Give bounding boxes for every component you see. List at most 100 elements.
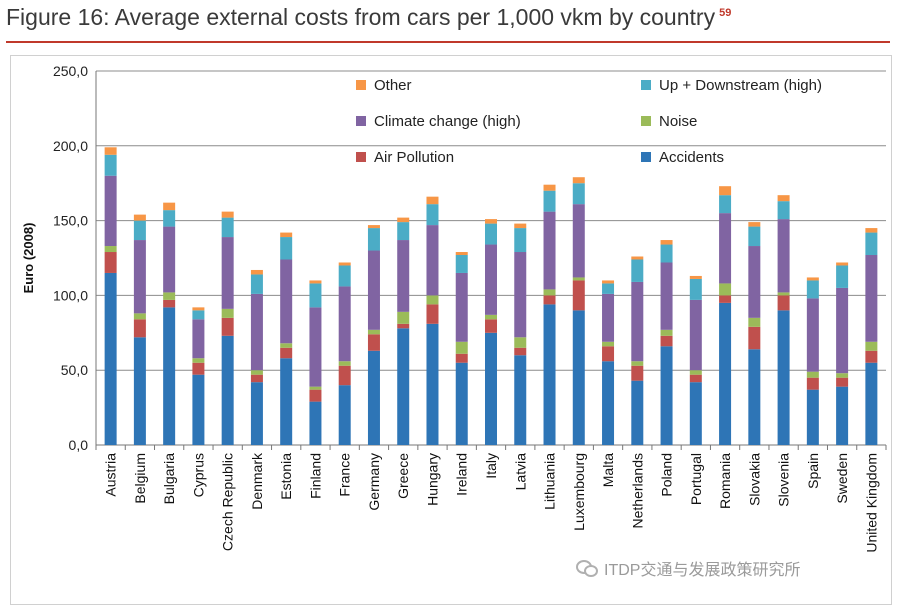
bar-segment [485,244,497,315]
bar-segment [455,272,468,342]
bar-segment [865,362,878,445]
bar-segment [689,382,702,445]
bar-segment [719,302,732,445]
bar-segment [221,237,234,309]
bar-segment [514,347,527,356]
legend-swatch [356,116,366,126]
x-tick-label: Slovakia [746,453,762,506]
y-tick-label: 150,0 [53,213,88,229]
x-tick-label: Ireland [454,453,470,496]
bar-segment [602,283,615,294]
bar-segment [660,346,673,445]
legend-swatch [356,80,366,90]
bar-segment [250,374,263,383]
bar-segment [221,217,234,238]
bar-segment [660,262,673,330]
bar-segment [777,310,790,445]
bar-segment [836,287,849,374]
bar-segment [309,283,322,308]
bar-segment [572,280,585,311]
bar-segment [133,214,146,221]
bar-segment [163,299,176,308]
bar-segment [280,358,293,445]
bar-segment [104,246,117,253]
bar-segment [748,226,761,247]
bar-segment [514,252,527,338]
bar-segment [485,332,497,445]
bar-segment [397,222,410,241]
bar-segment [631,259,644,282]
x-tick-label: Belgium [132,453,148,504]
x-tick-label: Austria [103,453,119,497]
bar-segment [104,175,117,247]
bar-segment [367,225,380,229]
bar-segment [719,195,732,214]
bar-segment [806,277,819,281]
bar-segment [689,299,702,371]
bar-segment [485,223,497,245]
bar-segment [192,358,205,363]
bar-segment [397,217,410,223]
bar-segment [806,371,819,378]
bar-segment [250,370,263,375]
bar-segment [397,240,410,312]
x-tick-label: Denmark [249,452,265,510]
bar-segment [133,337,146,445]
bar-segment [543,211,556,290]
figure-title: Figure 16: Average external costs from c… [6,4,732,30]
bar-segment [865,232,878,256]
bar-segment [280,259,293,344]
bar-segment [397,311,410,324]
y-axis-label: Euro (2008) [21,223,36,294]
legend-label: Accidents [659,149,724,166]
bar-segment [485,219,497,224]
bar-segment [865,228,878,233]
bar-segment [631,256,644,260]
bar-segment [133,220,146,241]
bar-segment [806,280,819,299]
bar-segment [221,211,234,218]
bar-segment [163,226,176,293]
bar-segment [806,298,819,372]
x-tick-label: Finland [307,453,323,499]
x-tick-label: Spain [805,453,821,489]
bar-segment [836,265,849,288]
bar-segment [426,304,439,324]
legend-swatch [641,152,651,162]
bar-segment [250,274,263,294]
x-tick-label: Latvia [512,453,528,491]
bar-segment [660,335,673,347]
bar-segment [777,295,790,311]
bar-segment [367,329,380,335]
legend-label: Noise [659,113,697,130]
bar-segment [426,196,439,205]
bar-segment [133,313,146,320]
bar-segment [104,252,117,273]
bar-segment [133,240,146,314]
bar-segment [543,184,556,191]
bar-segment [485,314,497,320]
bar-segment [572,204,585,278]
bar-segment [455,353,468,363]
bar-segment [338,262,351,266]
legend-label: Air Pollution [374,149,454,166]
bar-segment [748,326,761,350]
bar-segment [631,380,644,445]
bar-segment [777,201,790,220]
bar-segment [602,293,615,342]
bar-segment [602,346,615,362]
bar-segment [221,308,234,318]
bar-segment [660,244,673,263]
x-tick-label: Poland [659,453,675,497]
bar-segment [748,349,761,445]
x-tick-label: Hungary [424,453,440,506]
x-tick-label: Estonia [278,453,294,500]
bar-segment [660,329,673,336]
legend-label: Up + Downstream (high) [659,77,822,94]
bar-segment [338,385,351,445]
bar-segment [104,147,117,155]
bar-segment [806,377,819,390]
x-tick-label: United Kingdom [863,453,879,553]
bar-segment [485,319,497,333]
bar-segment [572,177,585,184]
